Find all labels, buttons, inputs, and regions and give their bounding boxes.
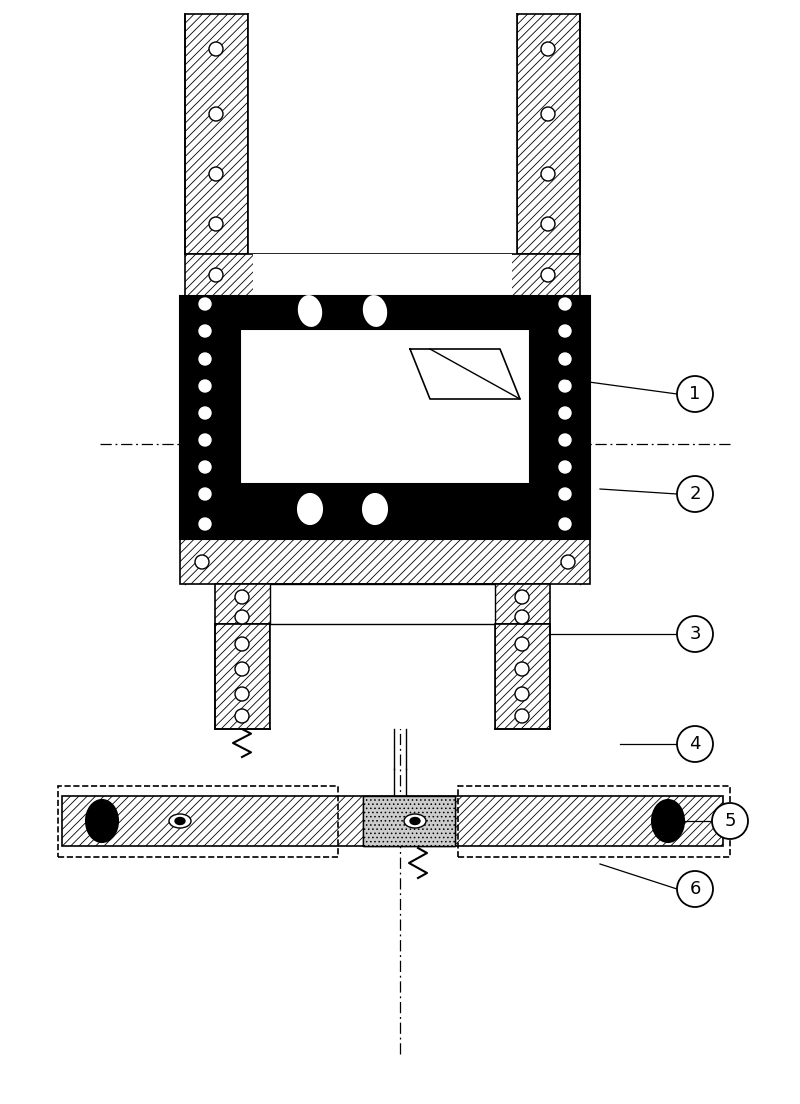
Circle shape [677,476,713,512]
Bar [185,14,248,254]
Text: 1: 1 [690,385,701,403]
Bar [270,584,495,624]
Ellipse shape [652,800,684,842]
Circle shape [199,434,211,446]
Circle shape [677,871,713,907]
Circle shape [515,687,529,701]
Bar [363,796,455,846]
Circle shape [235,637,249,651]
Circle shape [195,555,209,569]
Circle shape [559,488,571,500]
Bar [363,796,455,846]
Circle shape [515,709,529,723]
Bar [180,296,590,539]
Circle shape [515,590,529,604]
Bar [517,14,580,254]
Circle shape [235,590,249,604]
Bar [270,624,495,729]
Circle shape [677,376,713,412]
Text: 5: 5 [724,813,736,830]
Bar [180,539,590,584]
Circle shape [209,42,223,56]
Bar [253,254,512,296]
Bar [58,786,338,857]
Circle shape [677,616,713,652]
Circle shape [541,42,555,56]
Bar [215,584,550,624]
Ellipse shape [299,296,321,326]
Bar [215,624,270,729]
Circle shape [559,407,571,420]
Circle shape [199,353,211,365]
Circle shape [235,611,249,624]
Circle shape [235,687,249,701]
Circle shape [677,726,713,762]
Ellipse shape [298,493,322,524]
Text: 6: 6 [690,880,701,898]
Ellipse shape [86,800,118,842]
Circle shape [541,107,555,121]
Circle shape [559,461,571,473]
Circle shape [561,555,575,569]
Circle shape [559,434,571,446]
Circle shape [541,268,555,282]
Circle shape [199,407,211,420]
Bar [495,624,550,729]
Circle shape [199,488,211,500]
Bar [248,14,517,254]
Circle shape [199,380,211,392]
Text: 4: 4 [690,735,701,753]
Ellipse shape [363,493,387,524]
Bar [458,786,730,857]
Circle shape [209,217,223,231]
Circle shape [559,380,571,392]
Circle shape [541,167,555,181]
Circle shape [199,518,211,530]
Circle shape [515,662,529,676]
Ellipse shape [404,814,426,828]
Circle shape [209,268,223,282]
Bar [62,796,723,846]
Circle shape [559,518,571,530]
Ellipse shape [410,817,420,825]
Ellipse shape [169,814,191,828]
Bar [240,329,530,484]
Circle shape [209,167,223,181]
Ellipse shape [175,817,185,825]
Bar [185,254,580,296]
Circle shape [515,611,529,624]
Circle shape [559,298,571,310]
Circle shape [541,217,555,231]
Circle shape [235,709,249,723]
Circle shape [515,637,529,651]
Text: 3: 3 [690,625,701,643]
Circle shape [235,662,249,676]
Circle shape [199,325,211,337]
Circle shape [199,461,211,473]
Text: 2: 2 [690,485,701,503]
Circle shape [199,298,211,310]
Circle shape [209,107,223,121]
Circle shape [559,325,571,337]
Ellipse shape [364,296,386,326]
Circle shape [559,353,571,365]
Circle shape [712,803,748,839]
